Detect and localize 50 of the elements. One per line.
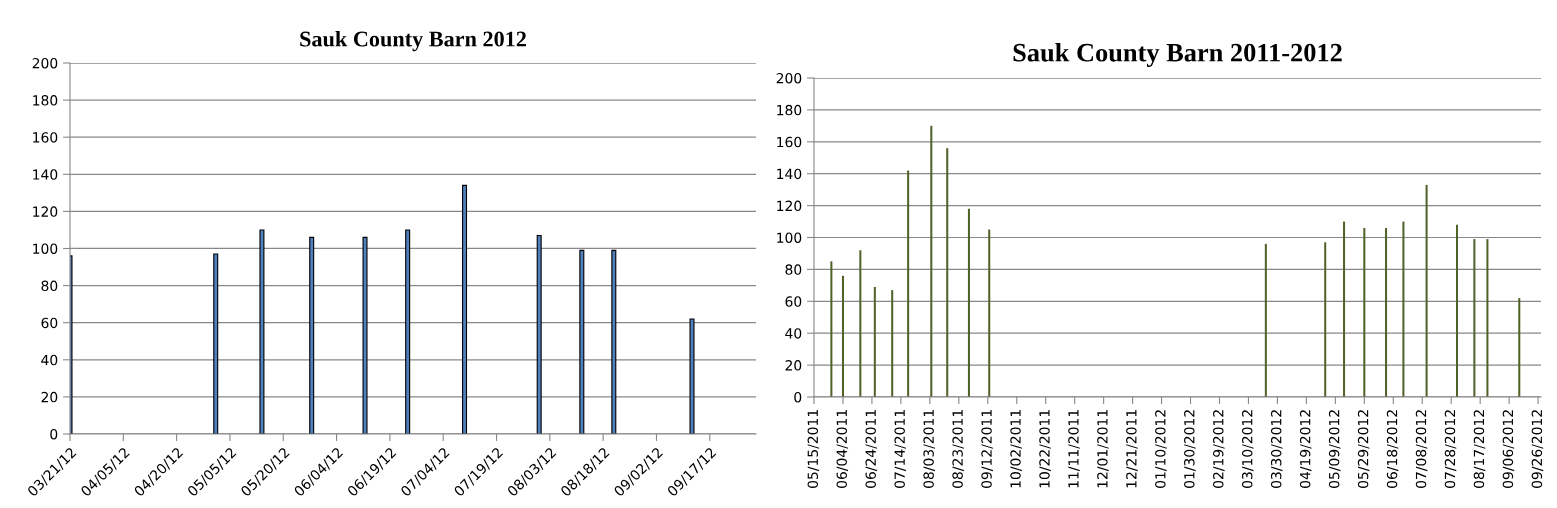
- x-tick-label: 10/02/2011: [1010, 410, 1022, 488]
- x-tick-label: 02/19/2012: [1213, 410, 1225, 488]
- x-tick-label: 06/24/2011: [865, 410, 878, 488]
- x-tick-label: 08/23/2011: [952, 410, 964, 488]
- x-tick-label: 01/10/2012: [1155, 410, 1167, 488]
- y-tick-label: 200: [776, 72, 802, 84]
- x-tick-label: 07/28/2012: [1444, 410, 1457, 488]
- x-tick-label: 06/04/2011: [836, 410, 849, 488]
- x-tick-label: 08/03/2011: [923, 410, 935, 488]
- y-tick-label: 140: [777, 168, 802, 180]
- y-tick-label: 20: [785, 360, 802, 371]
- x-tick-label: 05/29/2012: [1357, 410, 1370, 488]
- x-tick-label: 03/30/2012: [1270, 410, 1283, 488]
- x-tick-label: 09/06/2012: [1502, 410, 1515, 488]
- y-tick-label: 100: [33, 243, 58, 254]
- x-tick-label: 05/09/2012: [1328, 410, 1341, 488]
- y-tick-label: 0: [50, 428, 58, 440]
- x-tick-label: 07/14/2011: [894, 410, 907, 488]
- x-tick-label: 07/08/2012: [1415, 410, 1428, 488]
- y-tick-label: 100: [777, 232, 802, 243]
- y-tick-label: 40: [41, 354, 58, 366]
- y-tick-label: 20: [41, 391, 58, 403]
- y-tick-label: 140: [33, 169, 58, 180]
- x-tick-label: 05/15/2011: [807, 410, 820, 488]
- x-tick-label: 04/19/2012: [1299, 410, 1312, 488]
- y-tick-label: 80: [41, 280, 58, 292]
- y-tick-label: 80: [785, 264, 802, 275]
- x-tick-label: 08/17/2012: [1473, 410, 1486, 488]
- y-tick-label: 160: [33, 132, 58, 143]
- x-tick-label: 11/11/2011: [1068, 410, 1080, 488]
- y-tick-label: 120: [33, 206, 58, 217]
- y-tick-label: 60: [785, 296, 802, 307]
- y-tick-label: 160: [777, 136, 802, 148]
- y-tick-label: 180: [777, 104, 802, 116]
- x-tick-label: 03/10/2012: [1241, 410, 1254, 488]
- y-tick-label: 0: [794, 391, 802, 403]
- x-tick-label: 12/01/2011: [1097, 410, 1109, 488]
- x-tick-label: 09/26/2012: [1531, 410, 1544, 488]
- y-tick-label: 60: [41, 317, 58, 329]
- x-tick-label: 10/22/2011: [1039, 410, 1051, 488]
- y-tick-label: 40: [785, 328, 802, 339]
- x-tick-label: 01/30/2012: [1184, 410, 1196, 488]
- x-tick-label: 12/21/2011: [1126, 410, 1138, 488]
- chart-title: Sauk County Barn 2012: [300, 30, 526, 52]
- x-tick-label: 06/18/2012: [1386, 410, 1399, 488]
- x-tick-label: 09/12/2011: [981, 410, 993, 488]
- y-tick-label: 200: [32, 57, 58, 69]
- y-tick-label: 120: [777, 200, 802, 212]
- y-tick-label: 180: [33, 95, 58, 106]
- chart-title: Sauk County Barn 2011-2012: [1013, 43, 1342, 68]
